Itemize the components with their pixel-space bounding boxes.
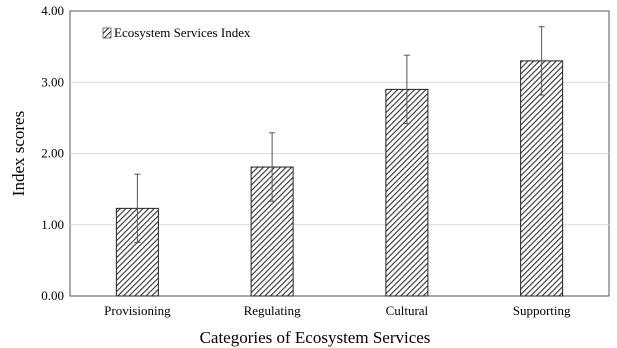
legend-swatch (102, 27, 112, 39)
gridlines (70, 81, 609, 226)
x-tick-label: Regulating (244, 303, 302, 318)
y-axis-title: Index scores (9, 111, 28, 196)
legend: Ecosystem Services Index (102, 25, 251, 40)
y-tick-label: 4.00 (41, 3, 64, 18)
x-tick-label: Cultural (386, 303, 429, 318)
y-tick-label: 3.00 (41, 74, 64, 89)
x-tick-labels: Provisioning Regulating Cultural Supporting (104, 303, 571, 318)
error-bars (134, 26, 545, 244)
x-tick-label: Provisioning (104, 303, 171, 318)
x-tick-label: Supporting (513, 303, 571, 318)
y-tick-label: 2.00 (41, 146, 64, 161)
y-tick-label: 0.00 (41, 288, 64, 303)
y-tick-labels: 0.00 1.00 2.00 3.00 4.00 (41, 3, 64, 303)
y-tick-label: 1.00 (41, 217, 64, 232)
x-axis-title: Categories of Ecosystem Services (200, 328, 431, 347)
bar-supporting (520, 60, 564, 297)
bars (115, 60, 564, 297)
legend-label: Ecosystem Services Index (114, 25, 251, 40)
